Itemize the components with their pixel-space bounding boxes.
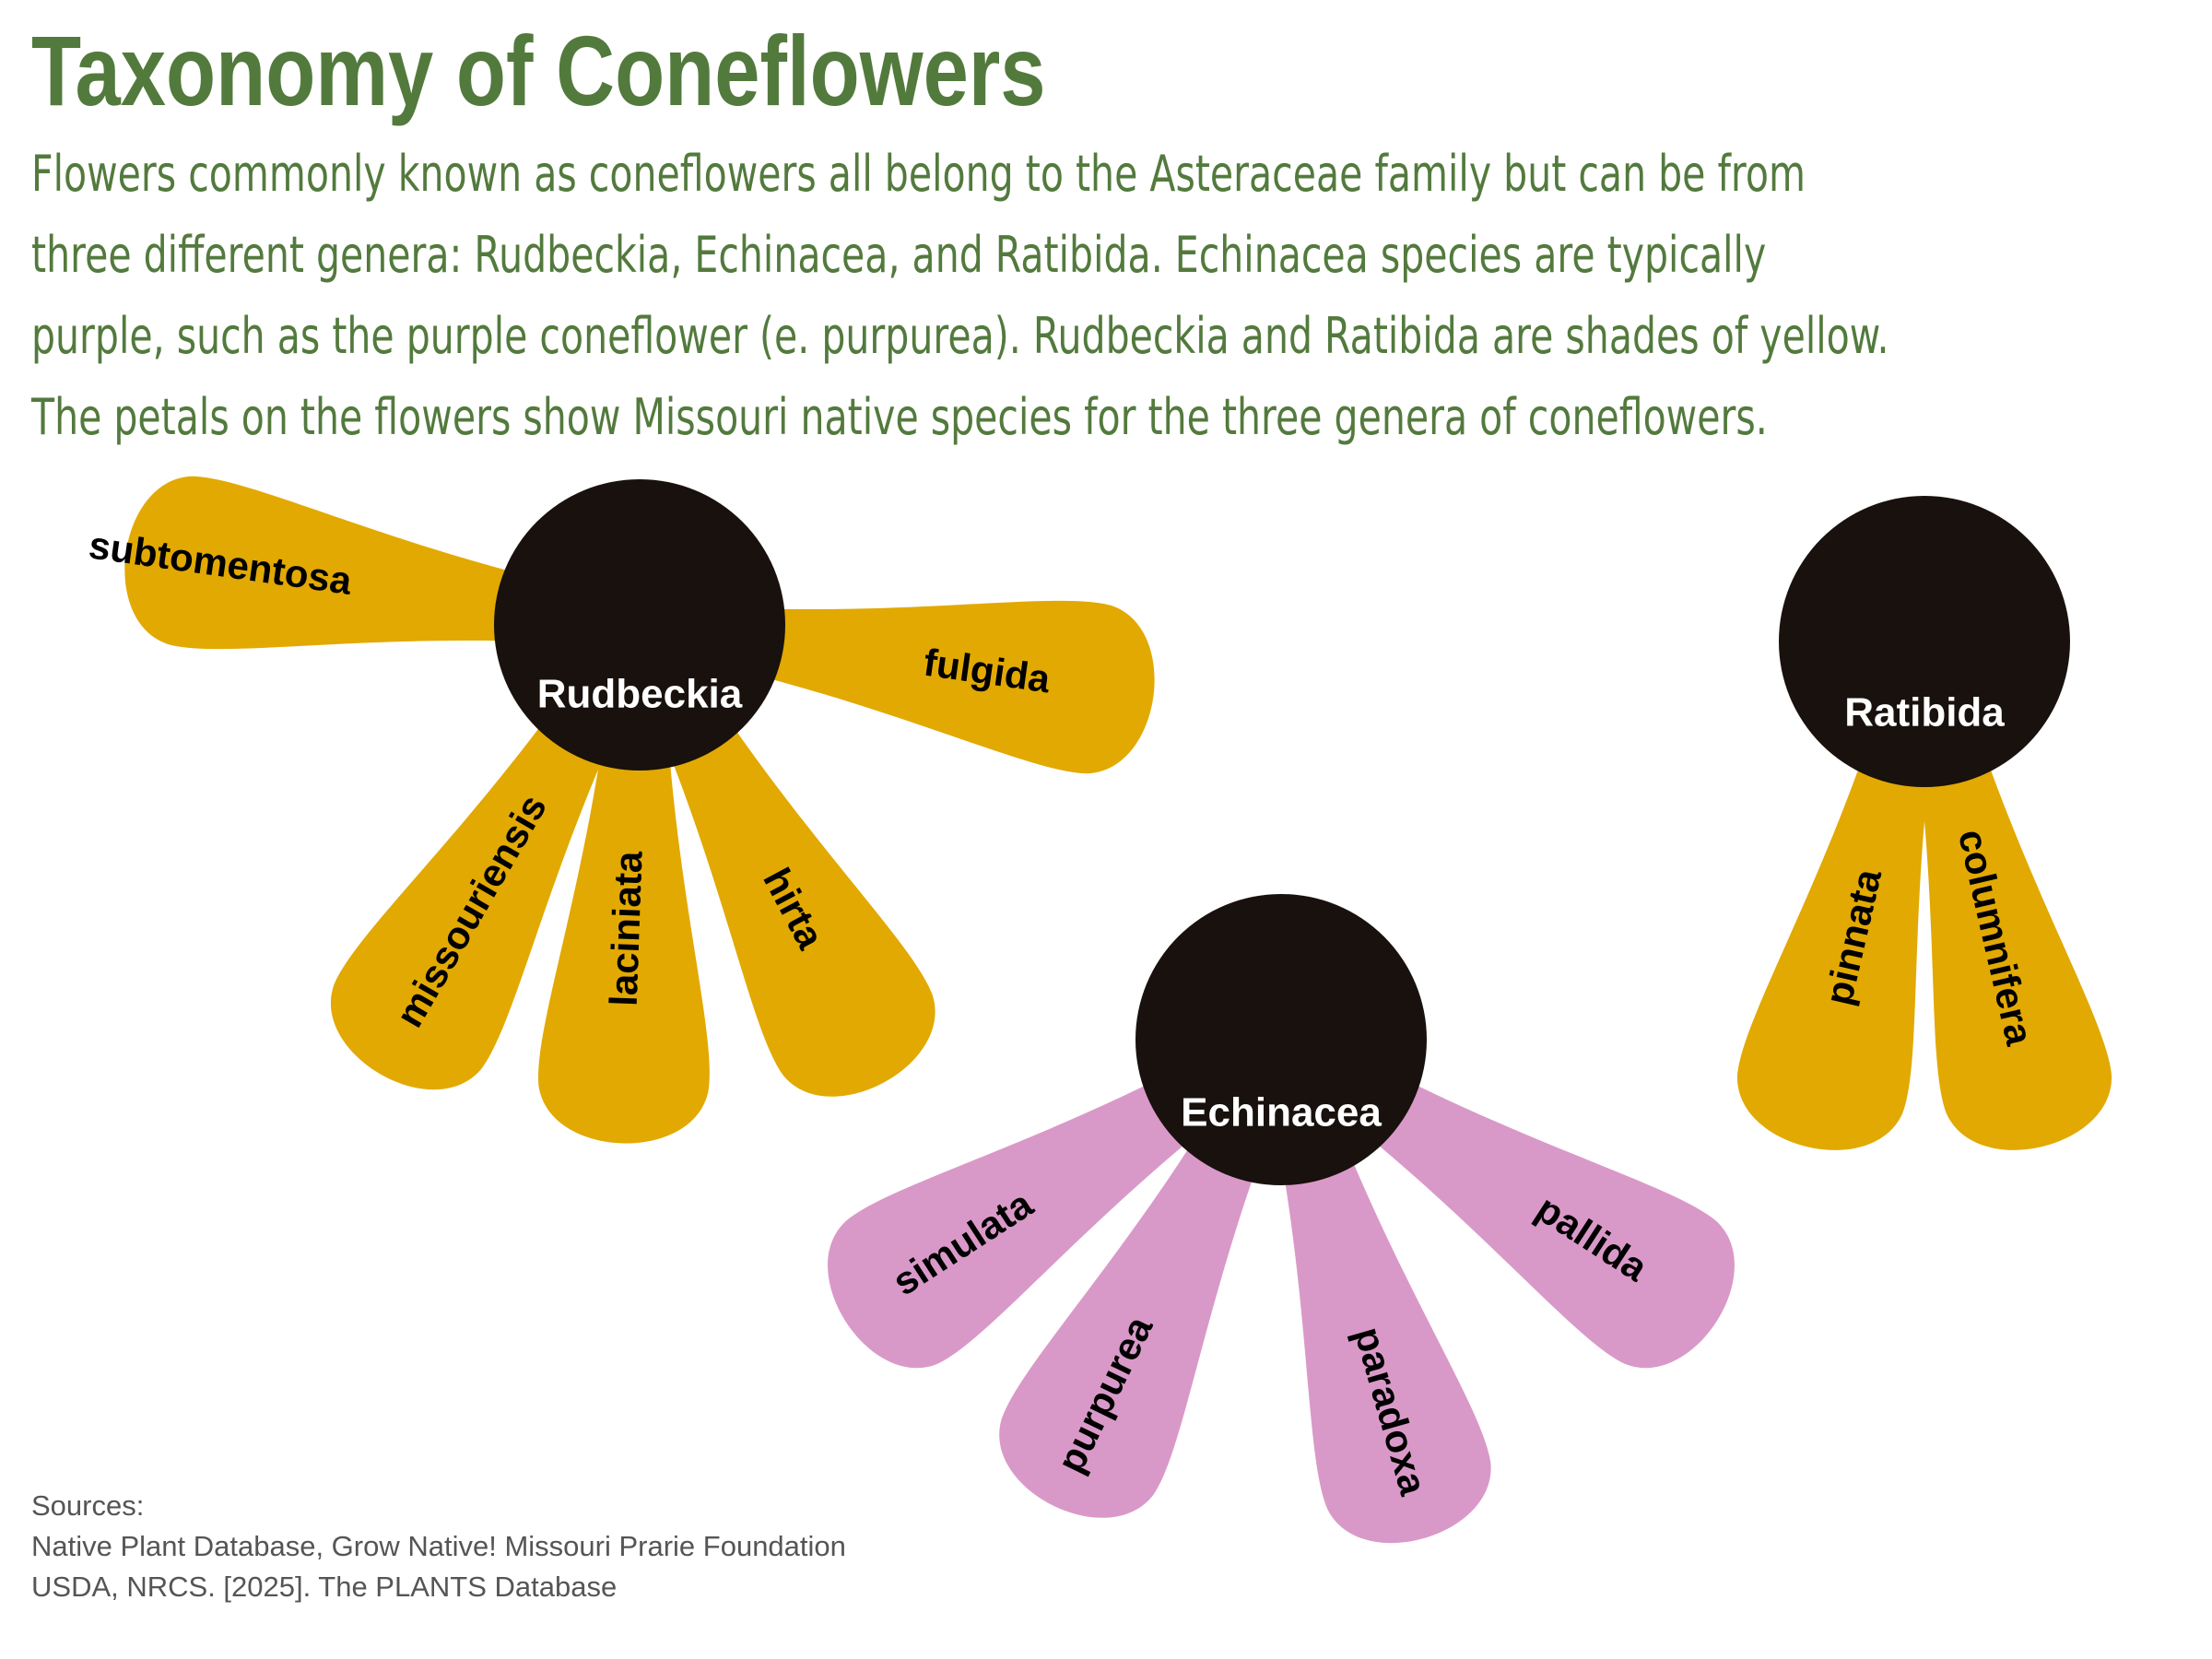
subtitle: Flowers commonly known as coneflowers al…: [31, 134, 1993, 458]
flower-center: [494, 479, 785, 771]
sources-heading: Sources:: [31, 1489, 145, 1522]
header: Taxonomy of Coneflowers Flowers commonly…: [31, 15, 2179, 458]
species-label: laciniata: [602, 850, 651, 1006]
page-title: Taxonomy of Coneflowers: [31, 15, 1046, 126]
subtitle-line: purple, such as the purple coneflower (e…: [31, 306, 1889, 365]
genus-label: Rudbeckia: [537, 672, 743, 717]
source-line: Native Plant Database, Grow Native! Miss…: [31, 1530, 846, 1562]
genus-label: Echinacea: [1181, 1090, 1382, 1135]
genus-label: Ratibida: [1844, 690, 2005, 735]
sources: Sources: Native Plant Database, Grow Nat…: [31, 1486, 846, 1607]
subtitle-line: three different genera: Rudbeckia, Echin…: [31, 225, 1767, 284]
flower-center: [1779, 496, 2070, 787]
source-line: USDA, NRCS. [2025]. The PLANTS Database: [31, 1571, 618, 1603]
subtitle-line: Flowers commonly known as coneflowers al…: [31, 144, 1806, 203]
flower-center: [1135, 894, 1427, 1185]
subtitle-line: The petals on the flowers show Missouri …: [31, 387, 1768, 446]
